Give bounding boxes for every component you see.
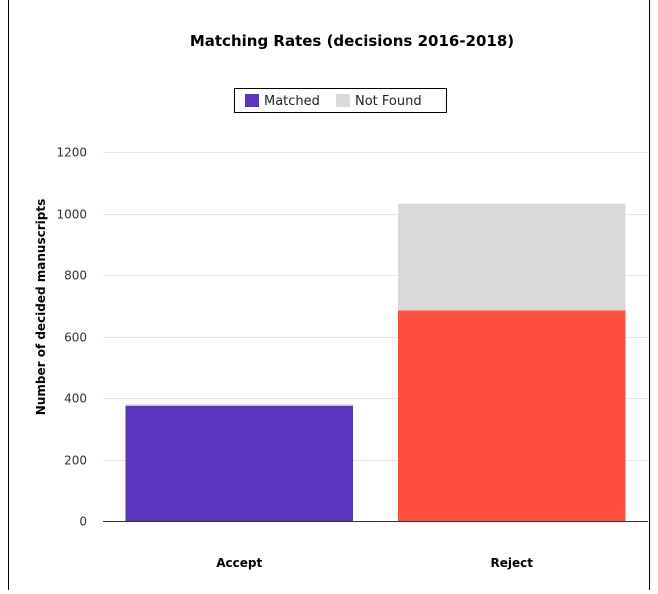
legend: Matched Not Found bbox=[234, 88, 447, 113]
y-tick-label: 200 bbox=[64, 454, 87, 468]
y-tick-label: 1000 bbox=[56, 208, 87, 222]
y-tick-label: 600 bbox=[64, 331, 87, 345]
bar-accept-matched bbox=[125, 405, 354, 521]
bar-reject-not-found bbox=[397, 203, 626, 311]
y-tick-label: 400 bbox=[64, 392, 87, 406]
bar-reject-matched bbox=[397, 310, 626, 521]
legend-swatch-not-found bbox=[336, 94, 350, 107]
y-tick-label: 1200 bbox=[56, 146, 87, 160]
y-axis-title: Number of decided manuscripts bbox=[34, 199, 48, 415]
legend-label-matched: Matched bbox=[264, 94, 320, 109]
legend-swatch-matched bbox=[245, 94, 259, 107]
legend-label-not-found: Not Found bbox=[355, 94, 422, 109]
x-tick-label: Reject bbox=[491, 556, 534, 570]
x-tick-label: Accept bbox=[216, 556, 262, 570]
y-axis-ticks: 0 200 400 600 800 1000 1200 bbox=[56, 146, 87, 529]
bar-accept-not-found bbox=[125, 404, 354, 406]
y-tick-label: 800 bbox=[64, 269, 87, 283]
chart-title: Matching Rates (decisions 2016-2018) bbox=[190, 32, 514, 50]
bars bbox=[125, 203, 626, 521]
y-tick-label: 0 bbox=[79, 515, 87, 529]
x-axis-labels: Accept Reject bbox=[216, 556, 533, 570]
